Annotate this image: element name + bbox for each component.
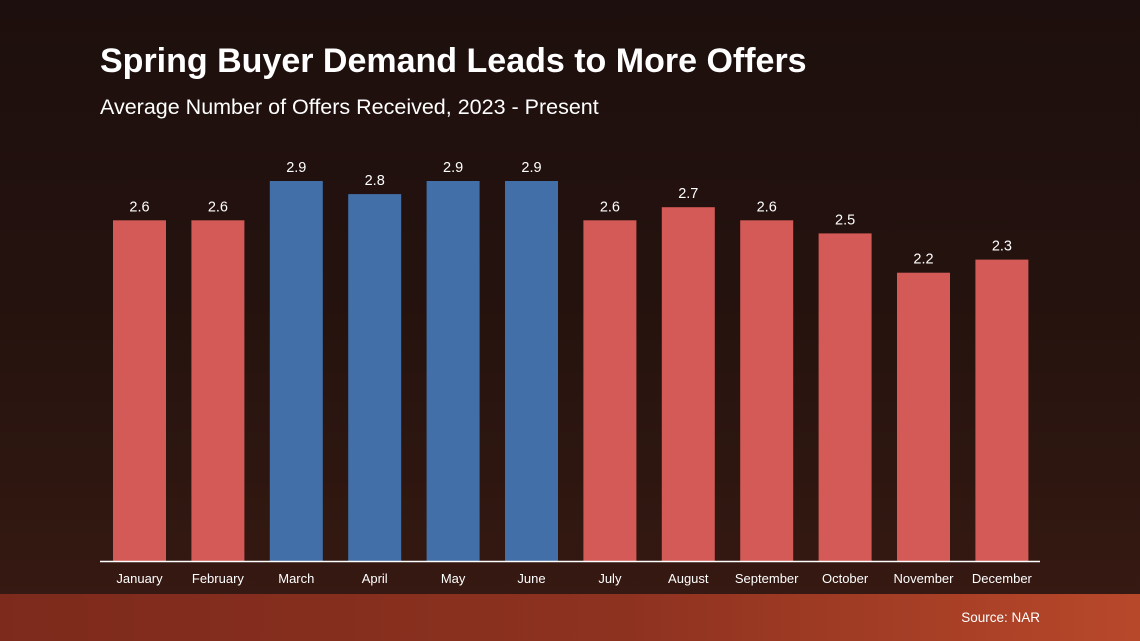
x-tick-august: August [668, 571, 709, 586]
bar-october [818, 233, 872, 561]
bar-december [975, 259, 1029, 561]
bar-january [113, 220, 166, 562]
bar-september [740, 220, 794, 562]
x-tick-july: July [598, 571, 622, 586]
footer-band: Source: NAR [0, 594, 1140, 641]
bar-november [897, 272, 950, 561]
value-label-november: 2.2 [913, 252, 933, 268]
x-tick-april: April [362, 571, 388, 586]
x-tick-june: June [517, 571, 545, 586]
x-tick-december: December [972, 571, 1033, 586]
value-label-august: 2.7 [678, 186, 698, 202]
value-labels-group: 2.6 2.6 2.9 2.8 2.9 2.9 2.6 2.7 2.6 2.5 2.2 2.3 [129, 160, 1012, 268]
bar-june [505, 181, 558, 561]
bar-february [191, 220, 245, 562]
value-label-october: 2.5 [835, 212, 855, 228]
chart-title: Spring Buyer Demand Leads to More Offers [100, 42, 807, 80]
x-tick-january: January [116, 571, 163, 586]
value-label-march: 2.9 [286, 160, 306, 176]
x-tick-march: March [278, 571, 314, 586]
value-label-february: 2.6 [208, 199, 228, 215]
value-label-december: 2.3 [992, 239, 1012, 255]
bar-march [269, 181, 323, 561]
source-note: Source: NAR [961, 610, 1040, 625]
value-label-july: 2.6 [600, 199, 620, 215]
x-tick-october: October [822, 571, 869, 586]
x-tick-february: February [192, 571, 245, 586]
bar-may [426, 181, 480, 561]
x-tick-september: September [735, 571, 799, 586]
value-label-june: 2.9 [521, 160, 541, 176]
bars-group [113, 181, 1029, 562]
x-axis-labels-group: January February March April May June July Augu… [116, 571, 1032, 586]
bar-april [348, 194, 402, 561]
value-label-may: 2.9 [443, 160, 463, 176]
chart-subtitle: Average Number of Offers Received, 2023 … [100, 95, 599, 119]
bar-july [583, 220, 637, 562]
x-tick-may: May [441, 571, 466, 586]
value-label-april: 2.8 [365, 173, 385, 189]
value-label-september: 2.6 [757, 199, 777, 215]
x-tick-november: November [894, 571, 955, 586]
value-label-january: 2.6 [129, 199, 149, 215]
bar-august [661, 207, 715, 561]
